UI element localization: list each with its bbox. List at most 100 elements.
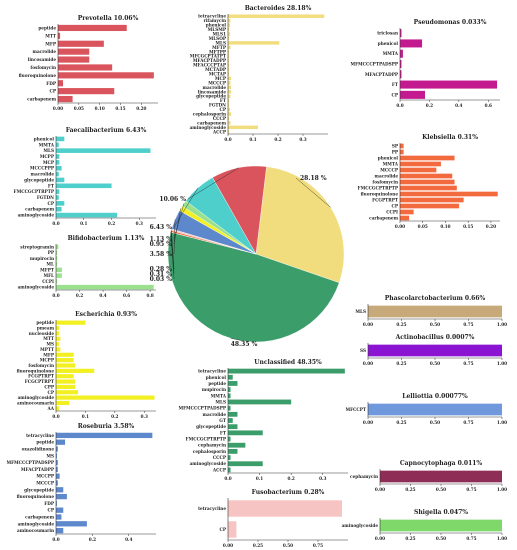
pie-leader-line [295, 177, 331, 208]
category-label: FGTDN [37, 195, 54, 200]
category-label: CCCP [213, 116, 227, 121]
category-label: nucleoside [29, 331, 55, 336]
bar [56, 177, 65, 183]
x-tick-label: 0.0 [224, 137, 231, 142]
bar [56, 267, 62, 273]
bar [228, 130, 229, 134]
category-label: CP [392, 204, 399, 209]
category-label: CCPI [386, 210, 398, 215]
category-label: FMCCGCPTRPTP [186, 437, 227, 442]
category-label: FT [220, 430, 227, 435]
bar [56, 473, 60, 479]
category-label: rifamycin [204, 18, 226, 23]
x-tick-label: 1.00 [497, 361, 507, 366]
bar [228, 107, 230, 112]
bar [56, 160, 60, 165]
bar [56, 284, 154, 290]
bar [228, 27, 230, 32]
bar [228, 393, 231, 399]
bar [228, 405, 231, 411]
x-tick-label: 0.05 [74, 106, 84, 111]
subchart-actinobacillus: Actinobacillus 0.0007% SS 0.00 0.25 0.50 0.75… [360, 334, 507, 366]
subchart-klebsiella: Klebsiella 0.31% SPPPphenicolMMTAMCCCPmac… [358, 134, 500, 229]
category-label: aminoglycoside [18, 395, 55, 400]
category-label: MFACPTADPP [193, 58, 227, 63]
pie-slice [212, 165, 267, 255]
bar [228, 418, 233, 423]
category-label: aminoglycoside [18, 285, 55, 290]
category-label: triclosan [377, 31, 398, 36]
chart-title: Prevotella 10.06% [78, 15, 139, 22]
bar [56, 487, 64, 493]
category-label: phenicol [378, 41, 399, 46]
category-label: MCTADP [205, 67, 227, 72]
category-label: aminoglycoside [190, 461, 227, 466]
pie-leader-line [170, 232, 175, 280]
category-label: cephamycin [350, 474, 378, 479]
category-label: MMTA [383, 51, 399, 56]
bar [228, 461, 263, 467]
bar [56, 493, 67, 500]
x-tick-label: 0.4 [125, 537, 132, 542]
category-label: macrolide [375, 174, 399, 179]
x-tick-label: 0.1 [82, 414, 89, 419]
category-label: carbapenem [369, 216, 398, 221]
pie-leader-line [230, 338, 245, 342]
category-label: aminocoumarin [17, 528, 54, 533]
bar [56, 336, 61, 341]
x-tick-label: 0.0 [52, 293, 59, 298]
bar [400, 161, 441, 167]
bar [228, 121, 231, 125]
x-tick-label: 0.2 [426, 103, 433, 108]
bar [56, 395, 155, 400]
bar [228, 90, 231, 94]
category-label: fluoroquinolone [17, 368, 55, 373]
x-tick-label: 0.8 [146, 293, 153, 298]
x-tick-label: 0.2 [274, 137, 281, 142]
category-label: MS [46, 453, 54, 458]
chart-title: Actinobacillus 0.0007% [395, 334, 475, 341]
category-label: macrolide [33, 49, 57, 54]
category-label: aminoglycoside [342, 523, 379, 528]
category-label: tetracycline [198, 369, 226, 374]
subchart-unclassified: Unclassified 48.35% tetracyclinephenicolp… [178, 359, 348, 481]
bar [228, 112, 231, 116]
bar [228, 32, 230, 36]
bar [228, 58, 229, 63]
bar [400, 29, 402, 38]
subchart-fusobacterium: Fusobacterium 0.28% tetracycline CP 0.00 0.2… [198, 489, 348, 548]
x-tick-label: 0.2 [89, 537, 96, 542]
x-tick-label: 0.4 [455, 103, 462, 108]
category-label: aminoglycoside [18, 213, 55, 218]
x-tick-label: 0.0 [396, 103, 403, 108]
subchart-bifidobacterium: Bifidobacterium 1.13% streptograminPPmupi… [18, 235, 156, 298]
x-tick-label: 0.05 [418, 224, 428, 229]
category-label: fosfomycin [28, 363, 54, 368]
subchart-escherichia: Escherichia 0.93%peptidepmeamnucleosideM… [17, 311, 156, 419]
bar [400, 155, 455, 161]
bar [400, 149, 404, 155]
bar [56, 273, 62, 278]
bar [58, 64, 113, 71]
bar [228, 54, 229, 58]
bar [58, 56, 90, 63]
bar [56, 261, 58, 267]
category-label: carbapenem [25, 515, 54, 520]
bar [228, 374, 233, 380]
x-tick-label: 0.20 [136, 106, 146, 111]
bar [56, 244, 59, 250]
bar [400, 143, 404, 149]
bar [228, 399, 292, 405]
x-tick-label: 0.50 [430, 420, 440, 425]
category-label: phenicol [34, 136, 55, 141]
category-label: CP [220, 527, 227, 532]
category-label: SS [360, 348, 366, 353]
bar [228, 368, 345, 374]
subchart-pseudomonas: Pseudomonas 0.033% triclosan phenicol MMTA M… [350, 19, 500, 108]
x-tick-label: 0.25 [405, 487, 415, 492]
category-label: cephalosporin [193, 112, 226, 117]
pie-slice-label: 48.35 % [231, 341, 258, 348]
pie-slice-label: 10.06 % [159, 196, 186, 203]
category-label: CCPI [42, 279, 54, 284]
